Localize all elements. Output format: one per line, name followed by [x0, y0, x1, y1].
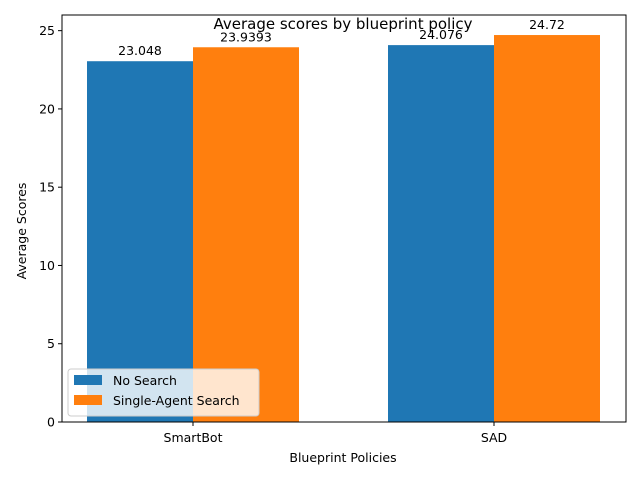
legend-swatch — [74, 395, 102, 405]
legend-label: Single-Agent Search — [113, 393, 240, 408]
legend: No Search Single-Agent Search — [67, 368, 260, 417]
data-label: 24.076 — [419, 27, 463, 42]
bar-single-agent-search-smartbot — [193, 47, 299, 423]
x-axis: SmartBot SAD — [164, 422, 507, 445]
plot-frame — [61, 14, 627, 423]
bar-no-search-sad — [388, 45, 494, 422]
x-axis-label: Blueprint Policies — [289, 450, 396, 465]
data-label: 23.9393 — [220, 29, 272, 44]
x-tick-label: SAD — [481, 430, 507, 445]
y-tick-label: 20 — [39, 101, 55, 116]
y-tick-label: 25 — [39, 23, 55, 38]
bar-single-agent-search-sad — [494, 35, 600, 422]
y-tick-label: 10 — [39, 258, 55, 273]
legend-label: No Search — [113, 373, 177, 388]
y-tick-label: 0 — [47, 415, 55, 430]
y-axis: 0 5 10 15 20 25 — [39, 23, 62, 430]
bars-group — [87, 35, 600, 423]
x-tick-label: SmartBot — [164, 430, 223, 445]
y-tick-label: 15 — [39, 180, 55, 195]
chart-title: Average scores by blueprint policy — [213, 15, 472, 33]
data-labels-group: 23.048 24.076 23.9393 24.72 — [118, 17, 565, 58]
data-label: 23.048 — [118, 43, 162, 58]
bar-no-search-smartbot — [87, 61, 193, 423]
data-label: 24.72 — [529, 17, 565, 32]
y-axis-label: Average Scores — [14, 183, 29, 280]
legend-box — [67, 368, 260, 417]
legend-swatch — [74, 375, 102, 385]
y-tick-label: 5 — [47, 336, 55, 351]
